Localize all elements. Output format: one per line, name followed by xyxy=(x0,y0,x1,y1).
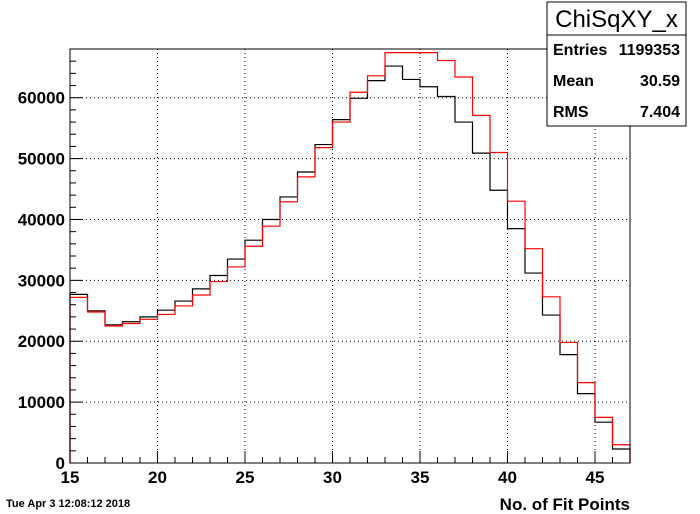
x-axis-title: No. of Fit Points xyxy=(500,495,630,514)
x-tick-label: 25 xyxy=(236,468,255,487)
series-1-outline xyxy=(69,52,631,463)
stats-box-frame xyxy=(546,1,687,127)
tick-labels: 15 20 25 30 35 40 45 0 10000 20000 30000 40000 50000… xyxy=(18,89,605,487)
stats-box: ChiSqXY_x Entries 1199353 Mean 30.59 RMS… xyxy=(546,1,687,127)
histogram-series xyxy=(69,52,631,463)
stats-entries-label: Entries xyxy=(553,42,607,59)
y-tick-label: 30000 xyxy=(18,271,65,290)
series-1 xyxy=(69,52,631,463)
y-tick-label: 60000 xyxy=(18,89,65,108)
stats-rms-value: 7.404 xyxy=(640,104,680,121)
stats-entries-value: 1199353 xyxy=(619,42,681,59)
x-tick-label: 20 xyxy=(148,468,167,487)
stats-mean-label: Mean xyxy=(553,73,594,90)
x-tick-label: 15 xyxy=(61,468,80,487)
x-tick-label: 40 xyxy=(498,468,517,487)
x-tick-label: 35 xyxy=(411,468,430,487)
stats-mean-value: 30.59 xyxy=(640,73,680,90)
stats-rms-label: RMS xyxy=(553,104,589,121)
timestamp: Tue Apr 3 12:08:12 2018 xyxy=(6,498,130,510)
x-tick-label: 30 xyxy=(323,468,342,487)
y-tick-label: 20000 xyxy=(18,332,65,351)
y-tick-label: 0 xyxy=(56,454,65,473)
y-tick-label: 10000 xyxy=(18,393,65,412)
x-tick-label: 45 xyxy=(586,468,605,487)
y-tick-label: 50000 xyxy=(18,150,65,169)
axis-ticks xyxy=(69,48,631,464)
stats-box-title: ChiSqXY_x xyxy=(555,6,678,33)
series-0 xyxy=(69,65,631,463)
y-tick-label: 40000 xyxy=(18,210,65,229)
series-0-outline xyxy=(69,65,631,463)
